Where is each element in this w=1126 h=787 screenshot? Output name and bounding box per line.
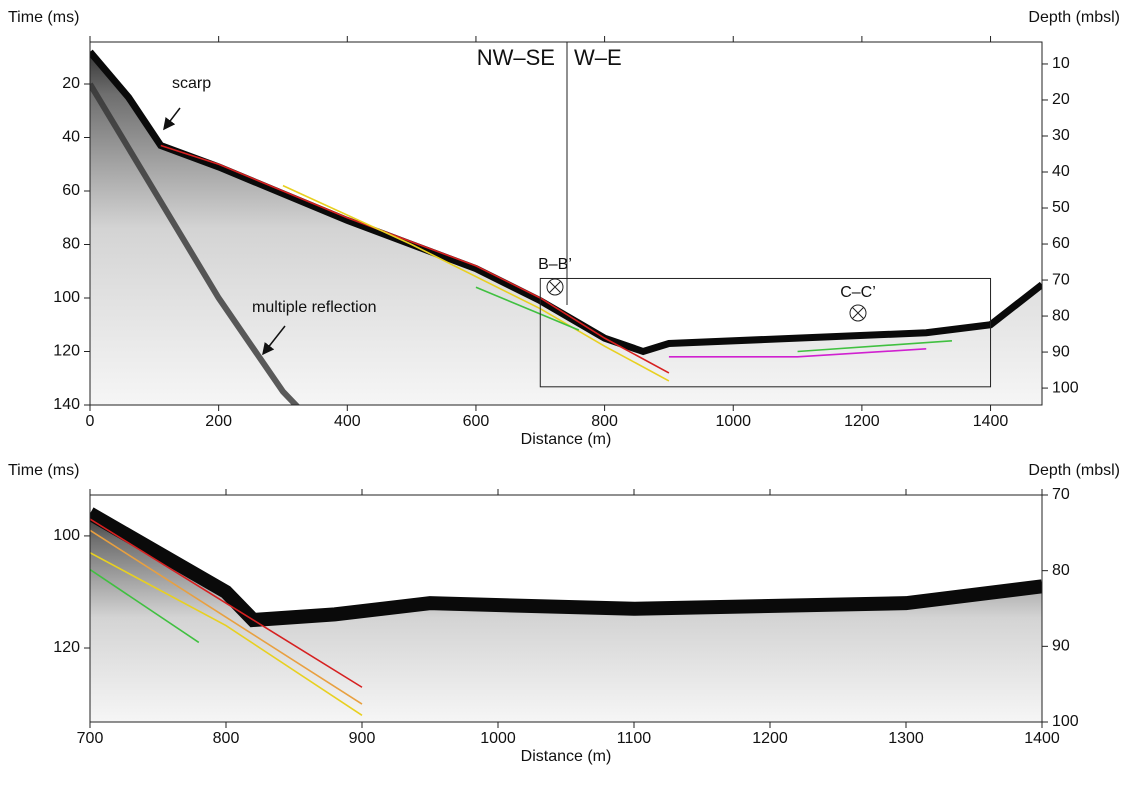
y-tick-label: 120: [53, 639, 80, 656]
plot-area: [90, 49, 1042, 405]
x-tick-label: 900: [349, 730, 376, 747]
y2-tick-label: 20: [1052, 91, 1070, 108]
horizon: [90, 568, 200, 644]
horizon: [90, 529, 363, 705]
x-tick-label: 1300: [888, 730, 924, 747]
y2-tick-label: 50: [1052, 199, 1070, 216]
annotation: multiple reflection: [252, 299, 377, 316]
multiple-reflection: [90, 82, 301, 405]
y2-axis-label: Depth (mbsl): [1028, 462, 1120, 479]
y-tick-label: 40: [62, 129, 80, 146]
annotation: scarp: [172, 75, 211, 92]
cross-section-symbol: [849, 304, 867, 322]
x-tick-label: 1200: [752, 730, 788, 747]
plot-area: [90, 507, 1042, 722]
y2-tick-label: 100: [1052, 379, 1079, 396]
x-tick-label: 600: [463, 413, 490, 430]
x-tick-label: 800: [591, 413, 618, 430]
y2-tick-label: 80: [1052, 562, 1070, 579]
y-tick-label: 140: [53, 396, 80, 413]
horizon: [797, 340, 953, 353]
y-tick-label: 100: [53, 527, 80, 544]
x-tick-label: 800: [213, 730, 240, 747]
y-tick-label: 20: [62, 75, 80, 92]
y-tick-label: 120: [53, 343, 80, 360]
y2-tick-label: 90: [1052, 638, 1070, 655]
annotation: B–B’: [538, 256, 572, 273]
arrow: [163, 107, 181, 131]
y2-tick-label: 40: [1052, 163, 1070, 180]
annotation: NW–SE: [477, 45, 555, 70]
seismic-fill: [90, 513, 1042, 722]
x-tick-label: 1000: [480, 730, 516, 747]
plot-frame: [89, 494, 1043, 723]
cross-section-symbol: [549, 281, 561, 293]
annotation: W–E: [574, 45, 622, 70]
plot-frame: [89, 41, 1043, 406]
x-axis-label: Distance (m): [521, 748, 612, 765]
x-tick-label: 1400: [1024, 730, 1060, 747]
y2-tick-label: 60: [1052, 235, 1070, 252]
y-axis-label: Time (ms): [8, 9, 79, 26]
seafloor-reflector: [90, 507, 1042, 628]
horizon: [160, 144, 670, 374]
horizon: [668, 348, 927, 358]
annotation: C–C’: [840, 284, 876, 301]
y-tick-label: 80: [62, 236, 80, 253]
seismic-fill: [90, 51, 1042, 405]
y-tick-label: 60: [62, 182, 80, 199]
y2-tick-label: 90: [1052, 343, 1070, 360]
y2-tick-label: 70: [1052, 486, 1070, 503]
x-tick-label: 200: [205, 413, 232, 430]
x-axis-label: Distance (m): [521, 431, 612, 448]
y-axis-label: Time (ms): [8, 462, 79, 479]
x-tick-label: 1200: [844, 413, 880, 430]
x-tick-label: 700: [77, 730, 104, 747]
horizon: [90, 518, 363, 688]
x-tick-label: 0: [86, 413, 95, 430]
x-tick-label: 1400: [973, 413, 1009, 430]
cross-section-symbol: [852, 307, 864, 319]
y2-axis-label: Depth (mbsl): [1028, 9, 1120, 26]
y2-tick-label: 70: [1052, 271, 1070, 288]
y-tick-label: 100: [53, 289, 80, 306]
cross-section-symbol: [546, 278, 564, 296]
x-tick-label: 1100: [617, 730, 652, 747]
zoom-box: [539, 277, 992, 388]
y2-tick-label: 10: [1052, 55, 1070, 72]
horizon: [90, 552, 363, 716]
arrow: [262, 325, 286, 356]
x-tick-label: 400: [334, 413, 361, 430]
y2-tick-label: 30: [1052, 127, 1070, 144]
x-tick-label: 1000: [715, 413, 751, 430]
y2-tick-label: 100: [1052, 713, 1079, 730]
y2-tick-label: 80: [1052, 307, 1070, 324]
